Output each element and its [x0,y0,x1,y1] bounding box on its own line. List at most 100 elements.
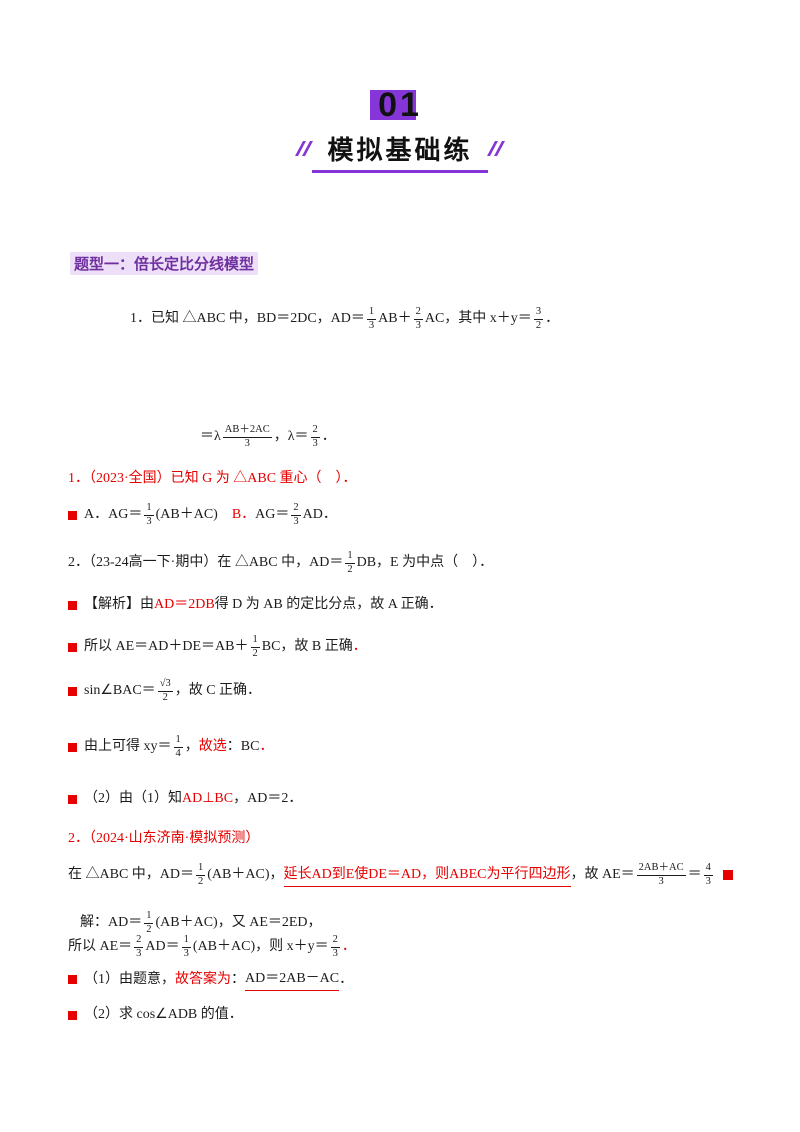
content-line: 由上可得 xy＝ 1 4，故选 ：BC ． [68,734,273,760]
header-number-block: 01 [370,86,422,128]
math-text: 故答案为 [175,971,231,987]
math-text: 所以 AE＝ [68,939,133,955]
math-text: AB＋ [378,311,412,327]
math-text: AD＝ [145,939,180,955]
math-text: sin∠BAC＝ [84,683,156,699]
math-text: 延长AD到E使DE＝AD，则ABEC为平行四边形 [283,864,571,887]
math-text: (AB＋AC)， [207,867,284,883]
content-line: A．AG＝ 1 3 (AB＋AC) B． AG＝ 2 3 AD． [68,502,337,528]
math-text: 1．已知 △ABC 中，BD＝2DC，AD＝ [130,311,365,327]
content-line: 1．（2023·全国）已知 G 为 △ABC 重心（ ）． [68,468,357,490]
red-square-bullet [68,686,77,696]
math-text: ，AD＝2． [233,791,303,806]
content-line: 所以 AE＝ 2 3 AD＝ 1 3 (AB＋AC)，则 x＋y＝ 2 3 ． [68,934,356,960]
math-text: ＝ [687,867,702,883]
page-header: 01 模拟基础练 [0,86,800,173]
header-accent-square [370,90,417,120]
header-title: 模拟基础练 [327,135,473,165]
math-text: （1）由题意， [84,971,175,987]
math-text: AD＝2DB [154,597,215,612]
math-text: 得 D 为 AB 的定比分点，故 A 正确． [214,597,443,612]
content-line: sin∠BAC＝ √3 2 ，故 C 正确． [68,678,261,704]
content-line: （2）求 cos∠ADB 的值． [68,1004,243,1026]
math-text: DB，E 为中点（ ）． [356,555,494,571]
red-square-bullet [68,742,77,752]
math-text: ． [352,639,367,655]
fraction: √3 2 [157,678,173,703]
content-line: 2．（23-24高一下·期中）在 △ABC 中，AD＝ 1 2 DB，E 为中点（ ）… [68,550,493,576]
red-square-bullet [68,642,77,652]
math-text: ． [259,739,274,755]
content-line: ＝λ AB＋2AC 3 ，λ＝ 2 3 ． [200,424,336,450]
math-text: ： [231,971,245,987]
content-line: 解：AD＝ 1 2 (AB＋AC)，又 AE＝2ED， [80,910,322,936]
red-square-bullet [68,975,77,984]
math-text: 1．（2023·全国）已知 G 为 △ABC 重心（ ）． [68,471,357,486]
math-text: 在 △ABC 中，AD＝ [68,867,195,883]
content-line: 所以 AE＝AD＋DE＝AB＋ 1 2 BC，故 B 正确． [68,634,367,660]
math-text: (AB＋AC) [155,507,232,523]
math-text: 2．（2024·山东济南·模拟预测） [68,831,260,846]
header-title-row: 模拟基础练 [0,130,800,167]
math-text: ，λ＝ [273,429,309,445]
content-line: 2．（2024·山东济南·模拟预测） [68,828,259,850]
red-square-bullet [68,510,77,520]
red-square-bullet [68,794,77,804]
math-text: ＝λ [200,429,221,445]
math-text: ， [184,739,199,755]
math-text: ． [341,939,356,955]
content-line: 1．已知 △ABC 中，BD＝2DC，AD＝ 1 3 AB＋ 2 3 AC，其中 x＋y＝ 3… [130,306,559,332]
math-text: A．AG＝ [84,507,143,523]
math-text: ，故 C 正确． [174,683,262,699]
math-text: AG＝ [255,507,290,523]
math-text: （2）由（1）知 [84,791,182,806]
red-square-bullet [68,600,77,610]
math-text: AD． [302,507,337,523]
fraction: 2AB＋AC 3 [636,862,686,887]
content-line: 在 △ABC 中，AD＝ 1 2 (AB＋AC)， 延长AD到E使DE＝AD，则ABEC… [68,862,733,888]
math-text: ． [321,429,336,445]
math-text: 故选 [198,739,227,755]
math-text: （2）求 cos∠ADB 的值． [84,1007,243,1022]
math-text: AC，其中 x＋y＝ [424,311,532,327]
red-end-square [722,870,733,881]
math-text: (AB＋AC)，则 x＋y＝ [192,939,329,955]
content-line: （1）由题意， 故答案为： AD＝2AB－AC ． [68,968,353,991]
title-underline [312,170,488,173]
content-line: （2）由（1）知 AD⊥BC ，AD＝2． [68,788,302,810]
content-line: 【解析】由 AD＝2DB 得 D 为 AB 的定比分点，故 A 正确． [68,594,443,616]
math-text: 2．（23-24高一下·期中）在 △ABC 中，AD＝ [68,555,344,571]
section-heading: 题型一：倍长定比分线模型 [70,252,259,275]
math-text: B． [231,507,256,523]
math-text: BC，故 B 正确 [261,639,353,655]
math-text: 由上可得 xy＝ [84,739,172,755]
header-number: 01 [378,86,422,124]
math-text: ． [545,311,560,327]
math-text: 解：AD＝ [80,915,143,931]
math-text: (AB＋AC)，又 AE＝2ED， [155,915,322,931]
fraction: AB＋2AC 3 [222,424,272,449]
math-text: ． [339,971,354,987]
math-text: AD＝2AB－AC [245,968,340,991]
math-text: 所以 AE＝AD＋DE＝AB＋ [84,639,249,655]
math-text: 【解析】由 [84,597,154,612]
math-text: ：BC [226,739,260,755]
math-text: AD⊥BC [182,791,234,806]
math-text: ，故 AE＝ [570,867,635,883]
